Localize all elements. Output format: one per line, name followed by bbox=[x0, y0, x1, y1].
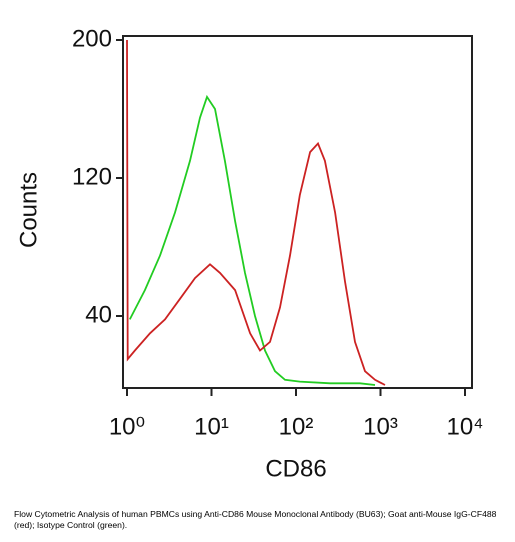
x-tick-label: 10¹ bbox=[194, 413, 229, 440]
x-tick-label: 10³ bbox=[363, 413, 398, 440]
x-tick-label: 10⁴ bbox=[446, 413, 483, 440]
caption: Flow Cytometric Analysis of human PBMCs … bbox=[14, 509, 497, 530]
y-tick-label: 40 bbox=[85, 301, 112, 328]
y-tick-label: 120 bbox=[72, 163, 112, 190]
series-line bbox=[128, 94, 376, 386]
x-tick-label: 10² bbox=[279, 413, 314, 440]
series-line bbox=[126, 39, 386, 386]
x-tick-label: 10⁰ bbox=[109, 413, 145, 440]
y-axis-label: Counts bbox=[15, 172, 42, 248]
y-tick-label: 200 bbox=[72, 25, 112, 52]
plot-frame bbox=[122, 35, 473, 389]
x-axis-label: CD86 bbox=[265, 455, 326, 482]
chart: Counts CD86 40 120 200 10⁰ 10¹ 10² 10³ 10⁴ bbox=[15, 25, 483, 482]
